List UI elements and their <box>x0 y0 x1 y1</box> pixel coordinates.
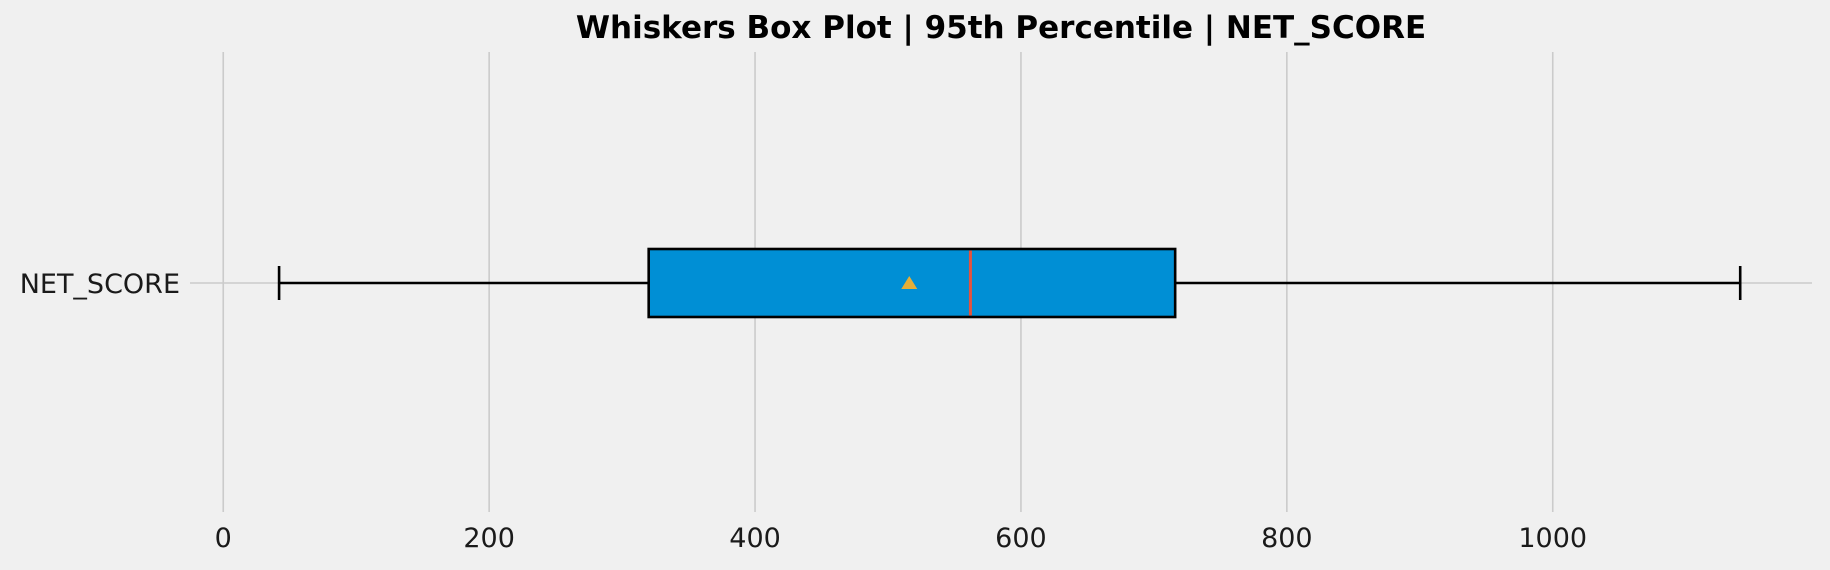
plot-area <box>277 247 1742 319</box>
x-tick-label: 800 <box>1261 523 1313 554</box>
x-tick-label: 1000 <box>1518 523 1587 554</box>
x-tick-label: 200 <box>463 523 515 554</box>
x-axis: 0 200 400 600 800 1000 <box>215 523 1587 554</box>
x-tick-label: 0 <box>215 523 232 554</box>
y-tick-label: NET_SCORE <box>20 269 180 300</box>
mean-marker <box>901 276 918 289</box>
x-tick-label: 600 <box>995 523 1047 554</box>
x-tick-label: 400 <box>729 523 781 554</box>
y-axis: NET_SCORE <box>20 269 180 300</box>
chart-title: Whiskers Box Plot | 95th Percentile | NE… <box>576 10 1426 46</box>
